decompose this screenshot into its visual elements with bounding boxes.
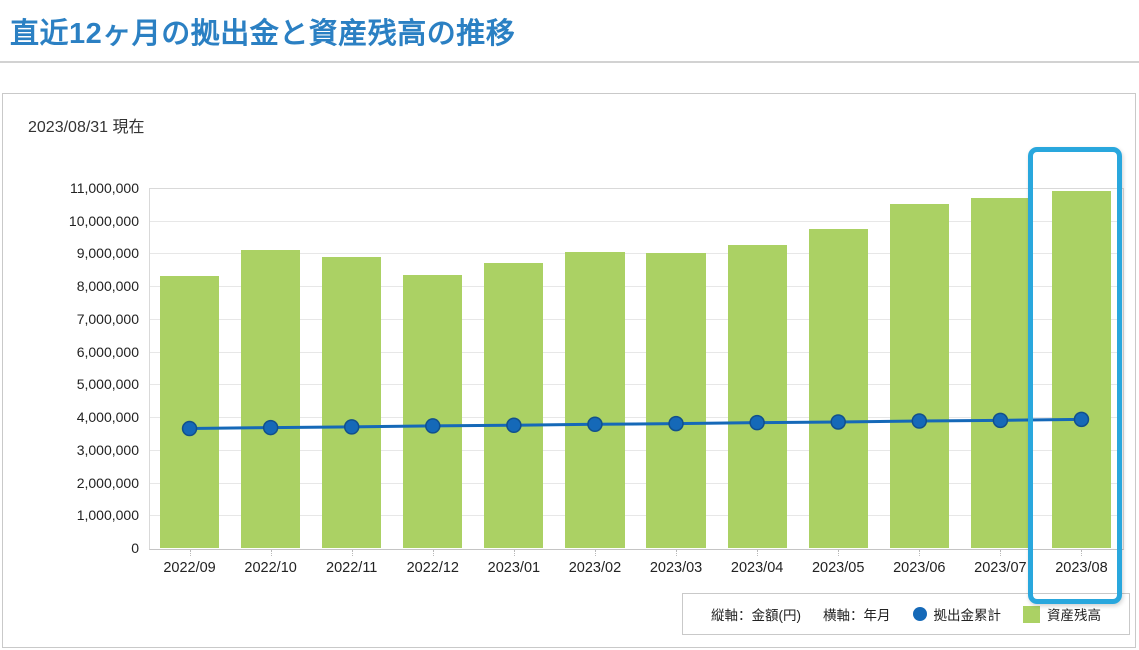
bar-2023/01 xyxy=(484,263,544,548)
x-axis-tick xyxy=(1081,550,1083,556)
x-axis-tick xyxy=(757,550,759,556)
x-axis-tick-label: 2023/02 xyxy=(568,560,622,576)
gridline xyxy=(150,384,1122,386)
bar-2023/08 xyxy=(1051,191,1112,548)
y-axis-tick-label: 5,000,000 xyxy=(76,376,139,393)
gridline xyxy=(150,286,1122,288)
y-axis-tick-label: 0 xyxy=(131,540,139,556)
gridline xyxy=(150,417,1122,419)
legend-line-label: 拠出金累計 xyxy=(933,608,1002,623)
x-axis-tick-label: 2023/03 xyxy=(649,560,703,576)
bar-2022/09 xyxy=(159,276,220,548)
x-axis-tick-label: 2022/09 xyxy=(163,560,216,576)
x-axis-tick xyxy=(513,550,516,556)
y-axis-tick-label: 4,000,000 xyxy=(76,409,139,426)
bar-2023/04 xyxy=(727,245,787,548)
x-axis-tick xyxy=(351,550,354,556)
gridline xyxy=(150,351,1122,353)
gridline xyxy=(150,482,1122,484)
x-axis-tick-label: 2023/07 xyxy=(974,560,1027,576)
y-axis-tick-label: 1,000,000 xyxy=(76,507,139,524)
x-axis-tick xyxy=(189,550,192,556)
y-axis-tick-label: 11,000,000 xyxy=(69,180,139,196)
legend-y-axis-note-label: 縦軸：金額(円) xyxy=(711,608,801,623)
x-axis-tick xyxy=(676,550,678,556)
x-axis-tick-label: 2022/11 xyxy=(326,560,378,576)
x-axis-tick xyxy=(432,550,435,556)
gridline xyxy=(150,220,1122,222)
x-axis-tick xyxy=(1000,550,1002,556)
legend-item-bar: 資産残高 xyxy=(1023,604,1101,624)
x-axis-tick-label: 2022/10 xyxy=(244,560,297,576)
bar-2023/05 xyxy=(808,228,868,548)
bar-2022/10 xyxy=(241,250,301,548)
line-series-marker-icon xyxy=(912,607,927,621)
x-axis-tick-label: 2023/08 xyxy=(1055,560,1108,576)
y-axis-tick-label: 2,000,000 xyxy=(76,474,139,491)
x-axis-tick xyxy=(594,550,597,556)
y-axis-tick-label: 10,000,000 xyxy=(68,212,139,229)
x-axis-tick-label: 2023/05 xyxy=(811,560,865,576)
bar-2023/06 xyxy=(889,204,949,548)
bar-2023/02 xyxy=(565,251,625,548)
y-axis-tick-label: 3,000,000 xyxy=(76,441,139,458)
gridline xyxy=(150,253,1122,255)
legend-x-axis-note-label: 横軸：年月 xyxy=(823,608,891,623)
y-axis-tick-label: 8,000,000 xyxy=(76,278,139,295)
legend-bar-label: 資産残高 xyxy=(1047,608,1101,623)
x-axis-tick-label: 2023/01 xyxy=(487,560,541,576)
y-axis-tick-label: 9,000,000 xyxy=(76,245,139,262)
x-axis-tick-label: 2022/12 xyxy=(406,560,459,576)
bar-2022/12 xyxy=(403,274,463,548)
current-month-highlight-box xyxy=(1027,147,1122,604)
y-axis-tick-label: 6,000,000 xyxy=(76,343,139,360)
bar-series-marker-icon xyxy=(1023,605,1040,623)
title-divider xyxy=(0,61,1139,63)
x-axis-tick-label: 2023/04 xyxy=(730,560,784,576)
x-axis-tick xyxy=(838,550,840,556)
bar-2022/11 xyxy=(322,256,382,548)
x-axis-tick xyxy=(270,550,273,556)
as-of-date: 2023/08/31 現在 xyxy=(28,119,145,136)
gridline xyxy=(150,318,1122,320)
gridline xyxy=(150,515,1122,517)
page-title: 直近12ヶ月の拠出金と資産残高の推移 xyxy=(10,18,516,50)
legend-item-line: 拠出金累計 xyxy=(912,604,1002,624)
plot-area xyxy=(149,188,1124,550)
x-axis-tick xyxy=(919,550,921,556)
y-axis-tick-label: 7,000,000 xyxy=(76,310,139,327)
x-axis-tick-label: 2023/06 xyxy=(893,560,946,576)
gridline xyxy=(150,449,1122,451)
legend-x-axis-note: 横軸：年月 xyxy=(823,604,891,624)
legend-y-axis-note: 縦軸：金額(円) xyxy=(711,604,801,624)
bar-2023/07 xyxy=(970,197,1030,548)
bar-2023/03 xyxy=(646,253,706,548)
